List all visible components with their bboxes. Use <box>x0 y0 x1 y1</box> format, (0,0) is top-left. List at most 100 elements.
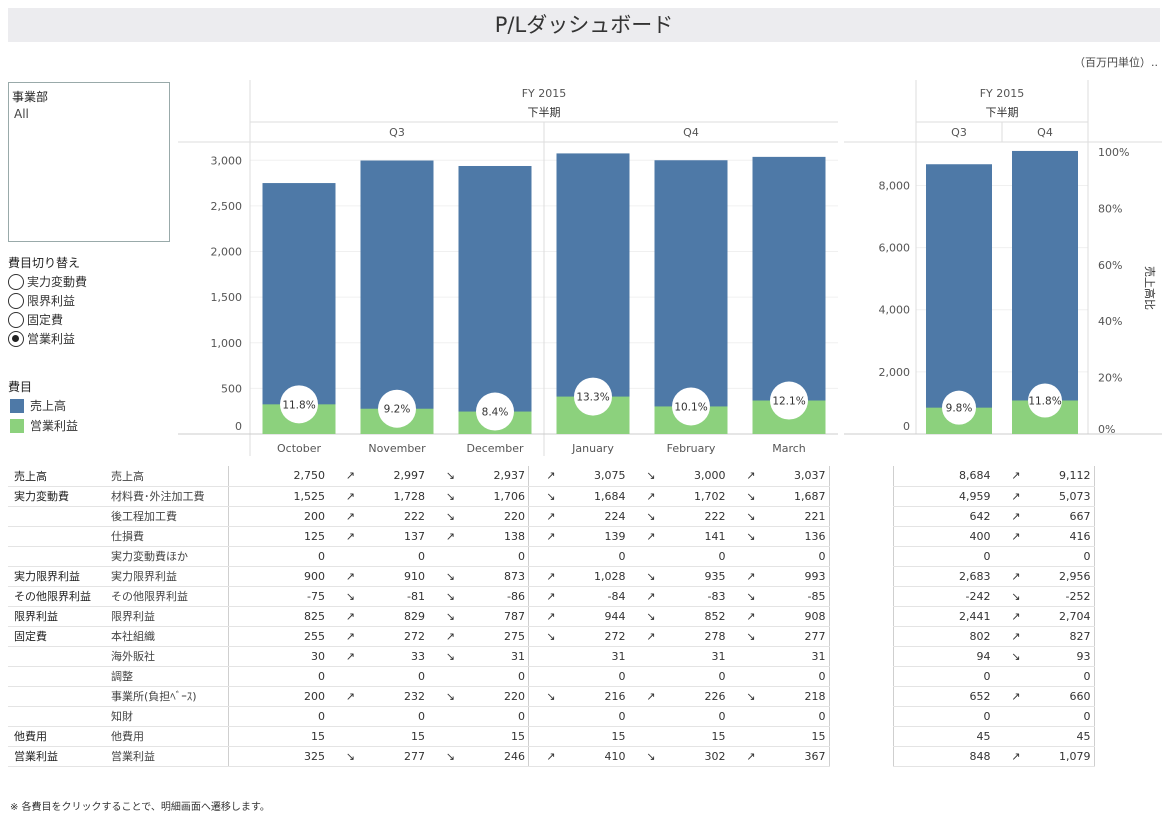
quarter-divider <box>528 646 529 667</box>
trend-arrow-icon <box>893 606 924 627</box>
table-row[interactable]: 仕損費 125 ↗ 137 ↗ 138 ↗ 139 ↗ 141 ↘ 136 <box>8 526 830 547</box>
table-cell-value: 0 <box>658 666 729 687</box>
trend-arrow-icon <box>228 506 258 527</box>
trend-arrow-icon: ↗ <box>628 486 659 507</box>
table-row[interactable]: 400 ↗ 416 <box>893 526 1095 547</box>
quarter-divider <box>828 586 830 607</box>
table-row[interactable]: 事業所(負担ﾍﾞｰｽ) 200 ↗ 232 ↘ 220 ↘ 216 ↗ 226 ↘ 218 <box>8 686 830 707</box>
radio-option[interactable]: 固定費 <box>8 310 63 329</box>
trend-arrow-icon <box>428 666 458 687</box>
table-row[interactable]: 848 ↗ 1,079 <box>893 746 1095 767</box>
legend-swatch-icon <box>10 418 24 433</box>
table-row[interactable]: 海外販社 30 ↗ 33 ↘ 31 31 31 31 <box>8 646 830 667</box>
ratio-label: 11.8% <box>1028 395 1061 407</box>
table-row[interactable]: 642 ↗ 667 <box>893 506 1095 527</box>
division-filter[interactable]: 事業部 All <box>8 82 170 242</box>
quarter-divider <box>528 666 529 687</box>
table-cell-value: 0 <box>658 546 729 567</box>
table-row[interactable]: 4,959 ↗ 5,073 <box>893 486 1095 507</box>
trend-arrow-icon: ↘ <box>728 586 759 607</box>
table-cell-value: 3,075 <box>558 466 629 487</box>
radio-option-label: 固定費 <box>27 313 64 327</box>
table-row[interactable]: 限界利益 限界利益 825 ↗ 829 ↘ 787 ↗ 944 ↘ 852 ↗ 908 <box>8 606 830 627</box>
table-right-border <box>1093 746 1095 767</box>
radio-circle-icon[interactable] <box>8 330 24 347</box>
table-cell-value: 0 <box>558 666 629 687</box>
trend-arrow-icon <box>893 646 924 667</box>
trend-arrow-icon <box>228 566 258 587</box>
table-cell-value: 0 <box>758 706 829 727</box>
table-row[interactable]: -242 ↘ -252 <box>893 586 1095 607</box>
legend-item[interactable]: 売上高 <box>10 397 66 414</box>
table-cell-value: 136 <box>758 526 829 547</box>
quarter-divider <box>528 586 529 607</box>
table-row[interactable]: 他費用 他費用 15 15 15 15 15 15 <box>8 726 830 747</box>
table-row[interactable]: 営業利益 営業利益 325 ↘ 277 ↘ 246 ↗ 410 ↘ 302 ↗ 367 <box>8 746 830 767</box>
table-cell-value: 8,684 <box>923 466 994 487</box>
table-cell-value: 224 <box>558 506 629 527</box>
trend-arrow-icon: ↗ <box>428 626 458 647</box>
row-category: 限界利益 <box>8 606 108 627</box>
table-row[interactable]: 売上高 売上高 2,750 ↗ 2,997 ↘ 2,937 ↗ 3,075 ↘ 3,000 ↗ 3,03… <box>8 466 830 487</box>
table-cell-value: 0 <box>358 706 428 727</box>
page-title: P/Lダッシュボード <box>494 13 674 37</box>
radio-option[interactable]: 営業利益 <box>8 329 75 348</box>
table-cell-value: 908 <box>758 606 829 627</box>
table-row[interactable]: 8,684 ↗ 9,112 <box>893 466 1095 487</box>
radio-option[interactable]: 実力変動費 <box>8 272 87 291</box>
table-cell-value: 93 <box>1023 646 1094 667</box>
table-cell-value: 4,959 <box>923 486 994 507</box>
trend-arrow-icon: ↗ <box>628 626 659 647</box>
radio-circle-icon[interactable] <box>8 292 24 309</box>
trend-arrow-icon <box>728 646 759 667</box>
table-row[interactable]: 調整 0 0 0 0 0 0 <box>8 666 830 687</box>
table-row[interactable]: 802 ↗ 827 <box>893 626 1095 647</box>
table-row[interactable]: 2,441 ↗ 2,704 <box>893 606 1095 627</box>
table-cell-value: 138 <box>458 526 528 547</box>
table-row[interactable]: 652 ↗ 660 <box>893 686 1095 707</box>
table-row[interactable]: 2,683 ↗ 2,956 <box>893 566 1095 587</box>
ratio-label: 8.4% <box>482 407 509 419</box>
division-filter-value[interactable]: All <box>14 107 29 121</box>
table-cell-value: 852 <box>658 606 729 627</box>
table-row[interactable]: 94 ↘ 93 <box>893 646 1095 667</box>
y-tick-label: 1,000 <box>211 337 243 350</box>
radio-circle-icon[interactable] <box>8 311 24 328</box>
trend-arrow-icon <box>328 706 358 727</box>
table-cell-value: 325 <box>258 746 328 767</box>
radio-option-label: 営業利益 <box>27 332 76 346</box>
legend-item[interactable]: 営業利益 <box>10 417 78 434</box>
row-category <box>8 706 108 727</box>
table-cell-value: 0 <box>358 666 428 687</box>
table-cell-value: 15 <box>358 726 428 747</box>
trend-arrow-icon: ↘ <box>428 746 458 767</box>
table-row[interactable]: 実力限界利益 実力限界利益 900 ↗ 910 ↘ 873 ↗ 1,028 ↘ 935 ↗ 993 <box>8 566 830 587</box>
radio-circle-icon[interactable] <box>8 273 24 290</box>
row-category: 売上高 <box>8 466 108 487</box>
trend-arrow-icon: ↗ <box>993 626 1024 647</box>
table-cell-value: 9,112 <box>1023 466 1094 487</box>
x-tick-label: December <box>466 442 524 455</box>
table-row[interactable]: 後工程加工費 200 ↗ 222 ↘ 220 ↗ 224 ↘ 222 ↘ 221 <box>8 506 830 527</box>
table-row[interactable]: 実力変動費ほか 0 0 0 0 0 0 <box>8 546 830 567</box>
row-item-label: 限界利益 <box>108 606 229 627</box>
table-row[interactable]: 実力変動費 材料費･外注加工費 1,525 ↗ 1,728 ↘ 1,706 ↘ 1,684 ↗ 1,… <box>8 486 830 507</box>
table-cell-value: 302 <box>658 746 729 767</box>
trend-arrow-icon: ↘ <box>428 506 458 527</box>
radio-option[interactable]: 限界利益 <box>8 291 75 310</box>
table-row[interactable]: その他限界利益 その他限界利益 -75 ↘ -81 ↘ -86 ↗ -84 ↗ -83 ↘ -85 <box>8 586 830 607</box>
table-cell-value: 33 <box>358 646 428 667</box>
table-row[interactable]: 知財 0 0 0 0 0 0 <box>8 706 830 727</box>
table-cell-value: 246 <box>458 746 528 767</box>
table-cell-value: 31 <box>558 646 629 667</box>
table-row[interactable]: 45 45 <box>893 726 1095 747</box>
trend-arrow-icon <box>993 726 1024 747</box>
table-row[interactable]: 固定費 本社組織 255 ↗ 272 ↗ 275 ↘ 272 ↗ 278 ↘ 277 <box>8 626 830 647</box>
y-tick-label: 500 <box>221 382 242 395</box>
table-cell-value: 1,687 <box>758 486 829 507</box>
trend-arrow-icon: ↗ <box>728 566 759 587</box>
trend-arrow-icon <box>428 726 458 747</box>
